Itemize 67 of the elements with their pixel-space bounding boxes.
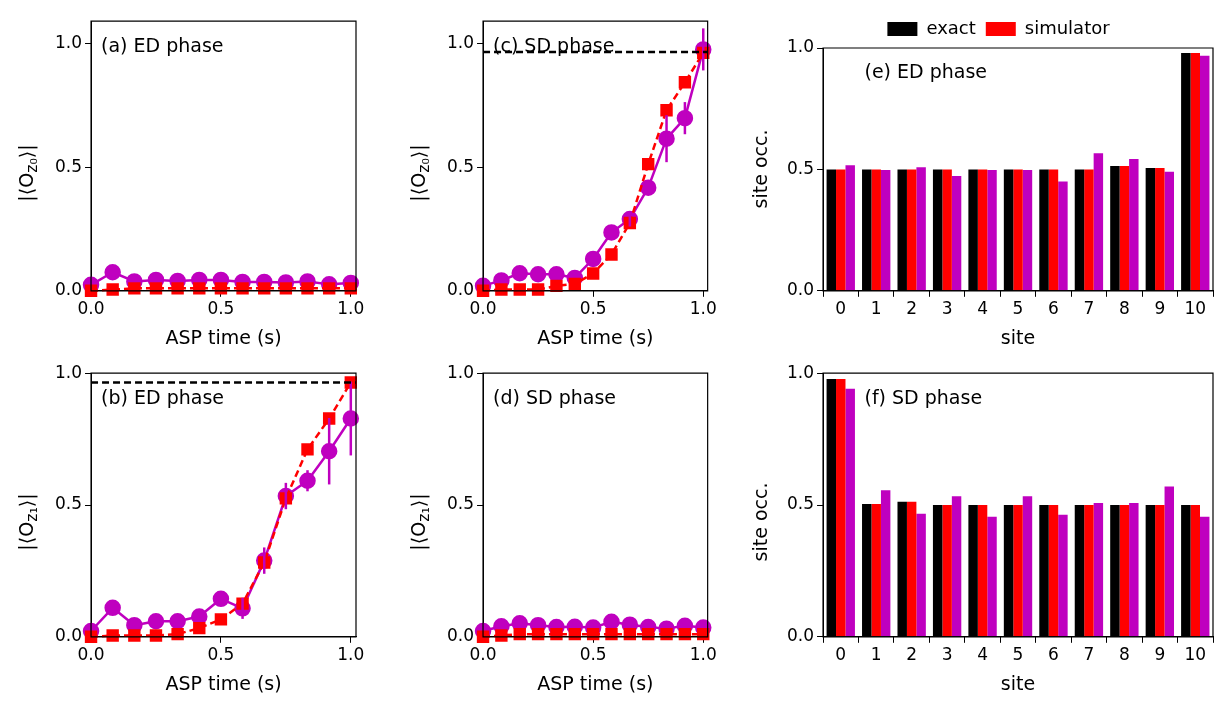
x-axis-title: ASP time (s) [537, 671, 654, 694]
x-tick-label: 6 [1048, 298, 1059, 319]
y-tick-label: 0.5 [446, 155, 475, 176]
x-tick-label: 0.5 [207, 644, 235, 665]
annotation: (d) SD phase [493, 385, 617, 408]
y-tick-label: 0.5 [54, 493, 83, 514]
y-tick-label: 0.5 [54, 155, 83, 176]
x-tick-label: 1 [870, 644, 882, 665]
y-tick-label: 1.0 [446, 361, 475, 382]
x-tick-label: 7 [1083, 298, 1095, 319]
x-tick-label: 4 [977, 298, 988, 319]
x-axis-title: site [1000, 671, 1036, 694]
x-tick-label: 2 [906, 644, 918, 665]
x-tick-label: 0.5 [579, 644, 607, 665]
y-tick-label: 1.0 [54, 31, 83, 52]
x-tick-label: 5 [1012, 644, 1024, 665]
x-tick-label: 7 [1083, 644, 1095, 665]
y-tick-label: 0.5 [786, 157, 815, 178]
x-tick-label: 8 [1118, 298, 1130, 319]
x-tick-label: 0 [835, 644, 847, 665]
y-tick-label: 1.0 [786, 361, 815, 382]
x-tick-label: 0.5 [579, 298, 607, 319]
y-axis-title: site occ. [749, 129, 771, 209]
x-tick-label: 0.0 [77, 298, 105, 319]
x-tick-label: 2 [906, 298, 918, 319]
x-tick-label: 9 [1154, 298, 1166, 319]
x-axis-title: ASP time (s) [537, 325, 654, 348]
x-tick-label: 8 [1118, 644, 1130, 665]
x-tick-label: 9 [1154, 644, 1166, 665]
y-tick-label: 0.0 [446, 279, 475, 300]
x-tick-label: 3 [941, 298, 953, 319]
annotation: (f) SD phase [864, 385, 983, 408]
y-tick-label: 0.0 [446, 625, 475, 646]
x-tick-label: 0.0 [77, 644, 105, 665]
y-tick-label: 1.0 [446, 31, 475, 52]
x-tick-label: 1 [870, 298, 882, 319]
x-tick-label: 4 [977, 644, 988, 665]
x-tick-label: 3 [941, 644, 953, 665]
y-tick-label: 0.0 [786, 625, 815, 646]
x-tick-label: 1.0 [337, 298, 365, 319]
x-tick-label: 1.0 [689, 298, 717, 319]
y-tick-label: 0.0 [54, 279, 83, 300]
annotation: (e) ED phase [864, 60, 988, 83]
legend-label: simulator [1024, 16, 1111, 38]
x-tick-label: 6 [1048, 644, 1059, 665]
annotation: (a) ED phase [101, 33, 224, 56]
y-tick-label: 0.5 [786, 493, 815, 514]
x-tick-label: 0.0 [469, 644, 497, 665]
x-axis-title: ASP time (s) [165, 325, 282, 348]
y-tick-label: 1.0 [786, 36, 815, 57]
y-tick-label: 0.5 [446, 493, 475, 514]
y-tick-label: 0.0 [54, 625, 83, 646]
x-tick-label: 10 [1184, 298, 1207, 319]
x-tick-label: 5 [1012, 298, 1024, 319]
y-tick-label: 0.0 [786, 279, 815, 300]
y-axis-title: site occ. [749, 482, 771, 562]
legend-label: exact [926, 16, 976, 38]
x-tick-label: 10 [1184, 644, 1207, 665]
x-tick-label: 0.0 [469, 298, 497, 319]
x-tick-label: 0 [835, 298, 847, 319]
y-tick-label: 1.0 [54, 361, 83, 382]
x-tick-label: 1.0 [337, 644, 365, 665]
x-tick-label: 0.5 [207, 298, 235, 319]
x-axis-title: ASP time (s) [165, 671, 282, 694]
annotation: (b) ED phase [101, 385, 224, 408]
x-tick-label: 1.0 [689, 644, 717, 665]
x-axis-title: site [1000, 325, 1036, 348]
